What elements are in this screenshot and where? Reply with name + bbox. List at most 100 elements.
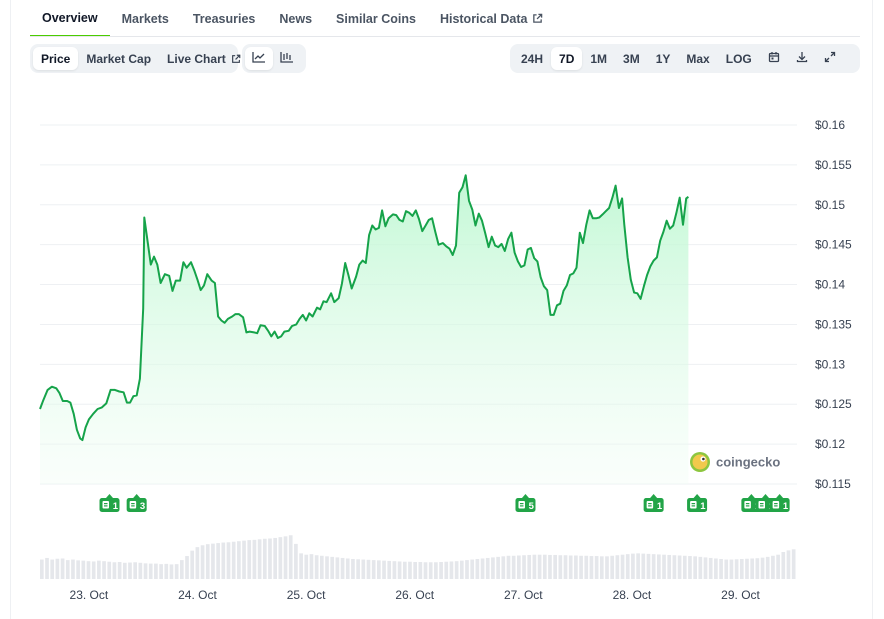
volume-bar <box>211 543 215 579</box>
volume-bar <box>252 539 257 579</box>
volume-bar <box>662 554 666 579</box>
volume-bar <box>755 558 760 579</box>
volume-bar <box>444 561 449 579</box>
volume-bar <box>776 554 780 579</box>
volume-bar <box>651 554 656 579</box>
volume-bars <box>40 535 796 579</box>
volume-bar <box>719 559 723 579</box>
line-chart-button[interactable] <box>245 47 273 70</box>
tab-news[interactable]: News <box>279 11 313 26</box>
volume-bar <box>200 545 205 579</box>
y-tick-label: $0.125 <box>815 397 852 411</box>
download-button[interactable] <box>788 47 816 70</box>
volume-bar <box>55 558 60 579</box>
event-count: 1 <box>700 501 706 512</box>
volume-bar <box>568 555 573 579</box>
event-marker[interactable]: 1 <box>769 494 790 512</box>
y-tick-label: $0.145 <box>815 238 852 252</box>
tab-treasuries[interactable]: Treasuries <box>192 11 256 26</box>
candlestick-chart-button[interactable] <box>273 47 301 70</box>
volume-bar <box>439 561 443 579</box>
volume-bar <box>615 555 620 579</box>
x-axis: 23. Oct 24. Oct 25. Oct 26. Oct 27. Oct 28. O… <box>70 588 761 602</box>
volume-bar <box>641 553 646 579</box>
volume-bar <box>548 554 552 579</box>
event-marker[interactable]: 5 <box>515 494 536 512</box>
calendar-icon <box>768 51 780 66</box>
volume-bar <box>86 561 91 579</box>
volume-bar <box>771 555 775 579</box>
volume-bar <box>589 556 594 579</box>
volume-bar <box>231 541 236 579</box>
event-marker[interactable]: 1 <box>687 494 708 512</box>
volume-bar <box>423 562 428 579</box>
live-chart-button[interactable]: Live Chart <box>159 47 249 70</box>
market-cap-button[interactable]: Market Cap <box>86 51 152 66</box>
y-axis: $0.16 $0.155 $0.15 $0.145 $0.14 $0.135 $0.13 $0… <box>815 118 852 491</box>
volume-bar <box>190 550 195 579</box>
y-tick-label: $0.16 <box>815 118 845 132</box>
range-max-button[interactable]: Max <box>686 51 710 66</box>
range-1y-button[interactable]: 1Y <box>655 51 671 66</box>
event-marker[interactable]: 1 <box>99 494 120 512</box>
volume-bar <box>45 557 49 579</box>
fullscreen-button[interactable] <box>816 47 844 70</box>
price-button[interactable]: Price <box>33 47 79 70</box>
range-3m-button[interactable]: 3M <box>623 51 640 66</box>
candlestick-chart-icon <box>280 51 294 66</box>
volume-bar <box>133 562 138 579</box>
log-scale-button[interactable]: LOG <box>725 51 752 66</box>
volume-bar <box>242 540 246 579</box>
event-marker[interactable]: 1 <box>643 494 664 512</box>
range-24h-button[interactable]: 24H <box>521 51 544 66</box>
volume-bar <box>366 559 371 579</box>
volume-bar <box>631 553 635 579</box>
price-area-fill <box>40 175 689 485</box>
volume-bar <box>335 557 340 579</box>
y-tick-label: $0.135 <box>815 317 852 331</box>
volume-bar <box>558 555 563 579</box>
volume-bar <box>402 561 407 579</box>
calendar-button[interactable] <box>760 47 788 70</box>
volume-bar <box>268 538 272 579</box>
x-tick-label: 23. Oct <box>70 588 109 602</box>
volume-bar <box>594 556 599 579</box>
event-marker[interactable]: 3 <box>126 494 147 512</box>
volume-bar <box>76 560 80 579</box>
volume-bar <box>496 556 500 579</box>
watermark-text: coingecko <box>716 455 780 470</box>
volume-bar <box>325 556 329 579</box>
volume-bar <box>485 557 490 579</box>
y-tick-label: $0.13 <box>815 357 845 371</box>
volume-bar <box>351 559 355 579</box>
coingecko-logo-icon <box>690 452 710 472</box>
volume-bar <box>449 561 454 579</box>
volume-bar <box>226 542 231 579</box>
volume-bar <box>714 558 718 579</box>
volume-bar <box>724 559 729 579</box>
volume-bar <box>667 554 672 579</box>
tab-markets[interactable]: Markets <box>121 11 169 26</box>
volume-bar <box>734 559 739 579</box>
tab-historical-data[interactable]: Historical Data <box>428 0 556 37</box>
volume-bar <box>102 561 106 579</box>
range-7d-button[interactable]: 7D <box>551 47 583 70</box>
volume-bar <box>377 560 381 579</box>
y-tick-label: $0.14 <box>815 278 845 292</box>
volume-bar <box>392 561 397 579</box>
chart-card <box>10 0 873 619</box>
event-count: 1 <box>657 501 663 512</box>
tab-similar-coins[interactable]: Similar Coins <box>336 11 416 26</box>
volume-bar <box>413 561 417 579</box>
y-tick-label: $0.155 <box>815 158 852 172</box>
volume-bar <box>677 555 682 579</box>
volume-bar <box>174 564 179 579</box>
x-tick-label: 28. Oct <box>613 588 652 602</box>
volume-bar <box>81 560 86 579</box>
range-1m-button[interactable]: 1M <box>590 51 608 66</box>
volume-bar <box>361 559 366 579</box>
price-line[interactable] <box>39 174 689 442</box>
volume-bar <box>330 556 335 579</box>
metric-toggle: Price Market Cap Live Chart <box>30 44 241 73</box>
